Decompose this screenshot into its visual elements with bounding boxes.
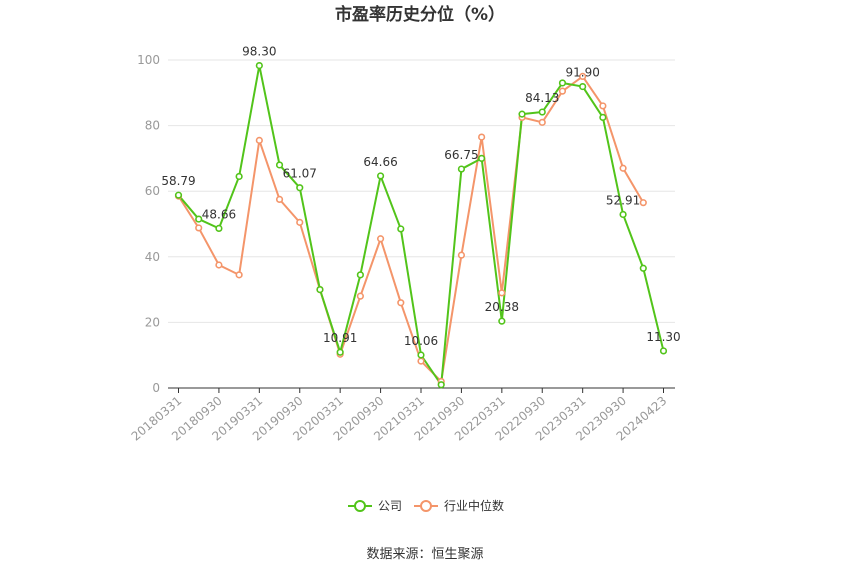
data-label: 66.75 <box>444 148 478 162</box>
legend-company-marker <box>354 500 366 512</box>
company-data-point <box>599 113 607 121</box>
data-label: 11.30 <box>646 330 680 344</box>
company-data-point <box>417 351 425 359</box>
company-data-point <box>457 165 466 173</box>
industry-median-data-point <box>255 136 263 144</box>
industry-median-data-point <box>417 357 425 365</box>
data-label: 84.13 <box>525 91 559 105</box>
industry-median-data-point <box>457 251 466 259</box>
company-data-point <box>275 161 284 169</box>
company-data-point <box>215 224 223 232</box>
industry-median-data-point <box>498 289 506 297</box>
industry-median-data-point <box>397 299 405 307</box>
data-label: 61.07 <box>283 167 317 181</box>
industry-median-data-point <box>296 218 304 226</box>
company-data-point <box>255 61 263 70</box>
data-label: 20.38 <box>485 300 519 314</box>
chart-title: 市盈率历史分位（%） <box>335 4 505 25</box>
industry-median-data-point <box>356 292 364 300</box>
y-tick-label: 20 <box>145 315 160 329</box>
legend-company-label: 公司 <box>378 499 402 513</box>
y-axis: 0 20 40 60 80 100 <box>137 53 160 395</box>
y-tick-label: 100 <box>137 53 160 67</box>
company-data-point <box>316 286 324 294</box>
company-data-point <box>195 215 203 223</box>
data-label: 91.90 <box>565 66 599 80</box>
industry-median-data-point <box>538 118 546 126</box>
company-data-point <box>619 210 627 219</box>
data-label: 10.91 <box>323 331 357 345</box>
legend-item-company[interactable]: 公司 <box>348 499 402 513</box>
industry-median-data-point <box>639 199 647 207</box>
industry-median-data-point <box>558 87 567 95</box>
company-data-point <box>437 381 445 389</box>
industry-median-series-line <box>177 75 645 383</box>
industry-median-data-point <box>619 164 627 172</box>
company-data-point <box>356 271 364 279</box>
company-data-point <box>579 82 587 91</box>
industry-median-data-point <box>235 271 243 279</box>
y-tick-label: 0 <box>152 381 160 395</box>
legend-industry-marker <box>420 500 432 512</box>
x-axis: 2018033120180930201903312019093020200331… <box>129 387 675 444</box>
company-data-point <box>478 154 486 162</box>
company-data-point <box>397 225 405 233</box>
legend[interactable]: 公司 行业中位数 <box>348 498 504 513</box>
industry-median-data-point <box>599 102 607 110</box>
data-label: 52.91 <box>606 193 640 207</box>
company-data-point <box>518 110 526 118</box>
series-points <box>174 61 668 389</box>
company-data-point <box>538 108 546 116</box>
data-label: 48.66 <box>202 207 236 221</box>
company-data-point <box>558 79 567 87</box>
data-label: 98.30 <box>242 45 276 59</box>
data-source: 数据来源：恒生聚源 <box>366 547 483 562</box>
company-data-point <box>639 264 647 272</box>
company-data-point <box>235 172 243 181</box>
data-labels: 58.79 48.66 98.30 61.07 10.91 64.66 10.06 66.75… <box>161 45 680 348</box>
industry-median-data-point <box>478 133 486 141</box>
company-data-point <box>376 172 385 180</box>
company-data-point <box>498 317 506 325</box>
company-data-point <box>174 191 183 199</box>
y-tick-label: 80 <box>145 119 160 133</box>
data-label: 58.79 <box>161 174 195 188</box>
y-tick-label: 60 <box>145 184 160 198</box>
legend-industry-label: 行业中位数 <box>444 498 504 513</box>
company-data-point <box>336 348 344 356</box>
company-data-point <box>659 347 668 355</box>
data-label: 10.06 <box>404 334 438 348</box>
industry-median-data-point <box>376 235 385 243</box>
legend-item-industry-median[interactable]: 行业中位数 <box>414 498 504 513</box>
data-label: 64.66 <box>363 155 397 169</box>
industry-median-data-point <box>275 195 284 203</box>
y-tick-label: 40 <box>145 250 160 264</box>
industry-median-data-point <box>215 261 223 269</box>
industry-median-data-point <box>579 72 587 80</box>
company-data-point <box>296 184 304 192</box>
industry-median-data-point <box>195 224 203 232</box>
